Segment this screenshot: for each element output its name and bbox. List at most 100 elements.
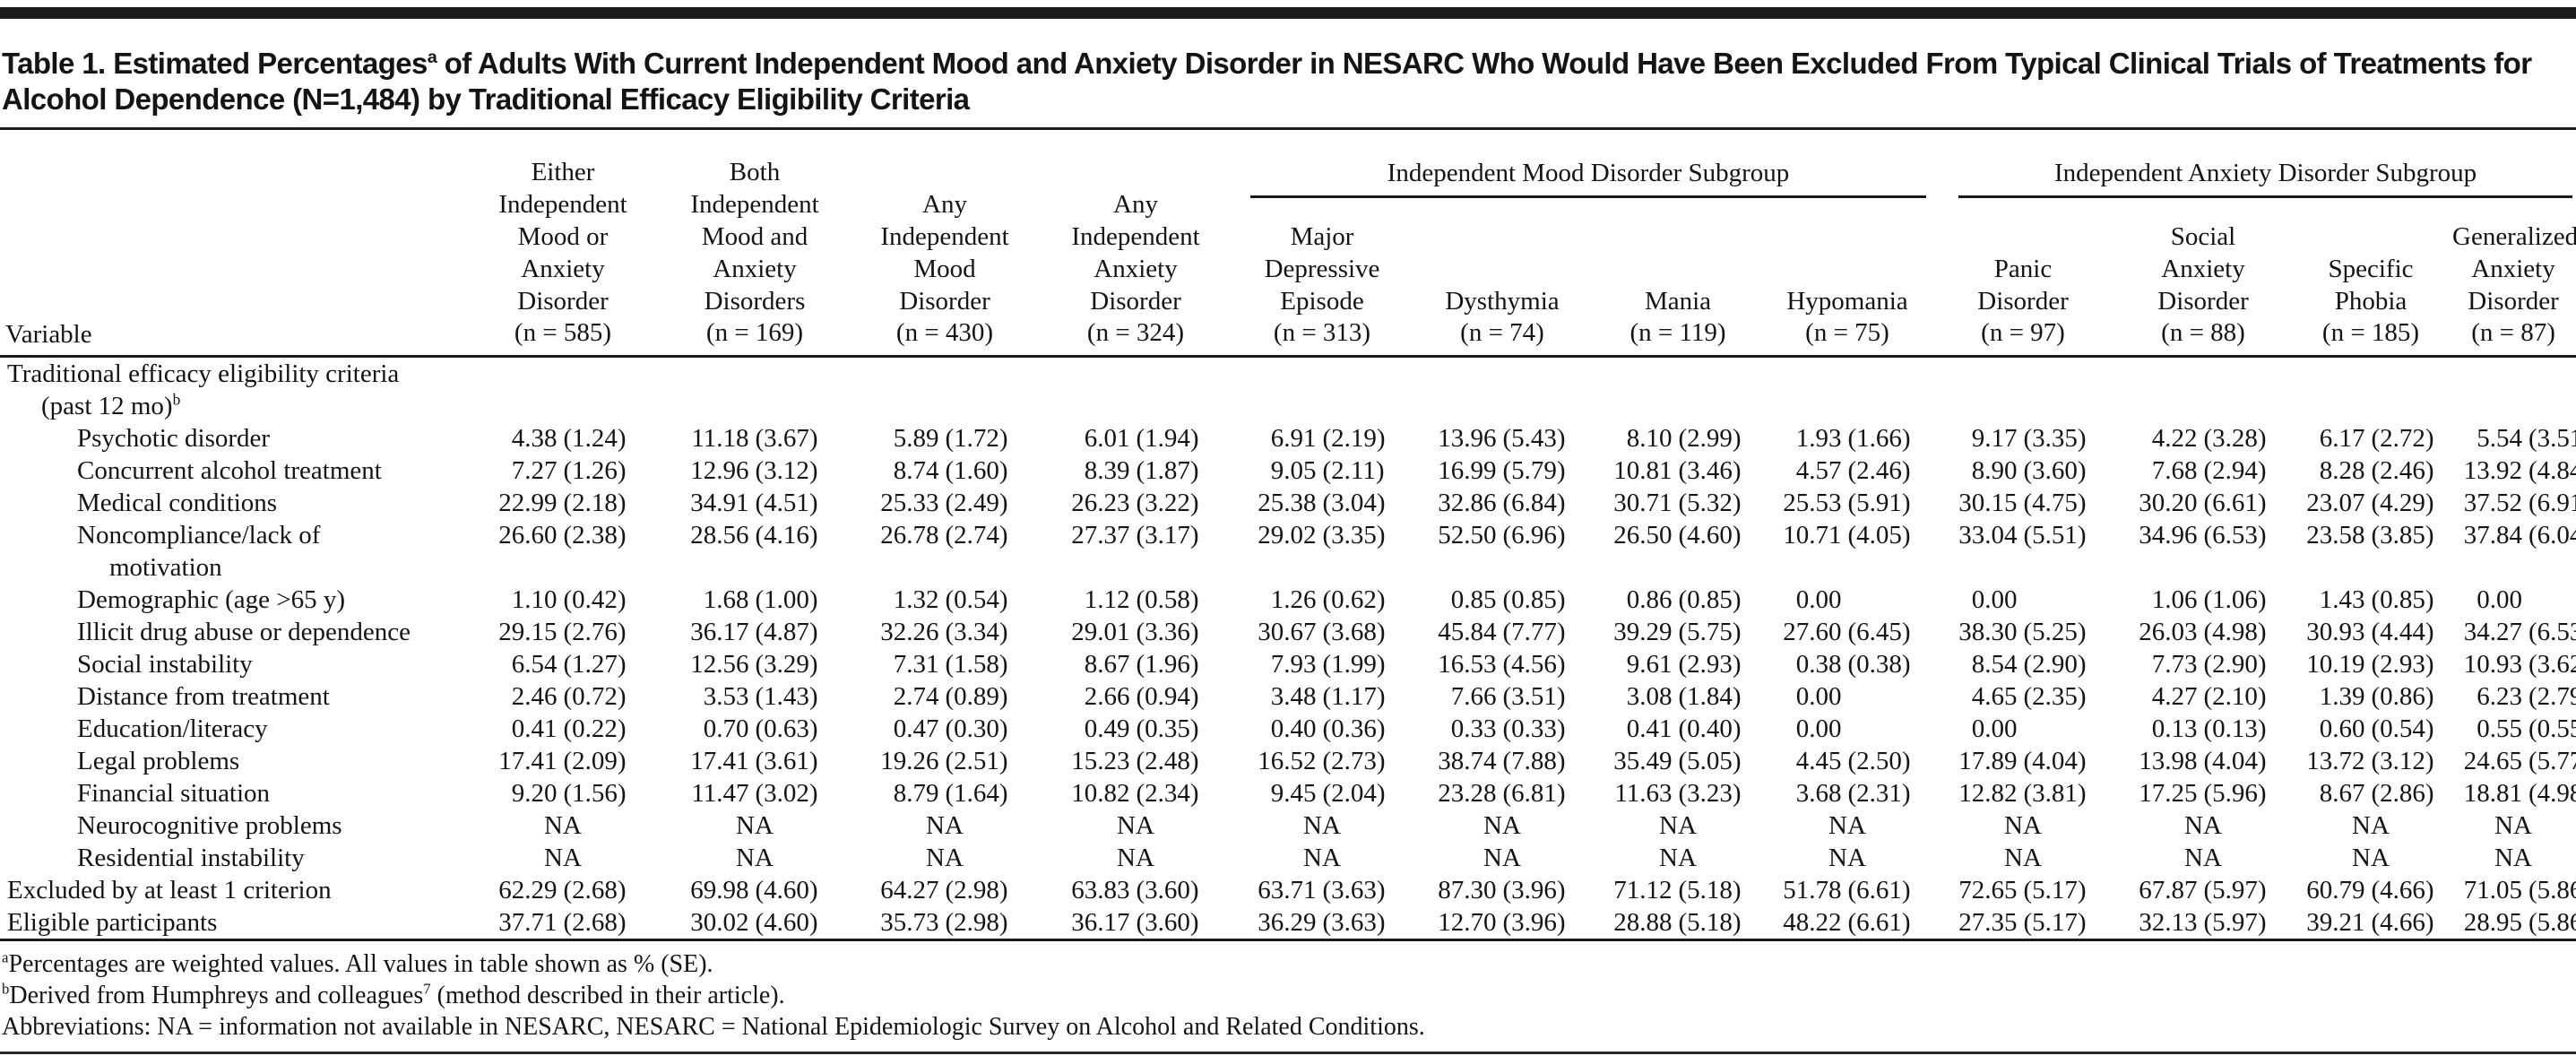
value-cell: 51.78 (6.61)	[1783, 876, 1911, 905]
value-cell: 26.60 (2.38)	[498, 521, 627, 550]
value-cell: 11.47 (3.02)	[691, 779, 818, 809]
value-cell: 29.01 (3.36)	[1071, 618, 1199, 647]
footnote: aPercentages are weighted values. All va…	[2, 949, 713, 979]
value-cell: NA	[1828, 844, 1866, 873]
value-cell: 9.45 (2.04)	[1270, 779, 1386, 809]
row-label: Education/literacy	[77, 714, 268, 744]
value-cell: 7.73 (2.90)	[2151, 650, 2267, 679]
value-cell: NA	[926, 844, 964, 873]
value-cell: 10.93(3.62)	[2463, 650, 2576, 679]
column-header-variable: Variable	[5, 320, 92, 350]
table-row: Education/literacy 0.41 (0.22) 0.70 (0.63) 0.…	[0, 713, 2576, 745]
table-row: Eligible participants 37.71 (2.68) 30.02 (4.…	[0, 906, 2576, 940]
value-cell: 0.00	[1795, 714, 1842, 744]
data-table: Variable Either Independent Mood or Anxi…	[0, 150, 2576, 942]
value-cell: 52.50 (6.96)	[1438, 521, 1566, 550]
value-cell: 38.74 (7.88)	[1438, 747, 1566, 776]
value-cell: 28.95(5.86)	[2463, 908, 2576, 938]
value-cell: 8.39 (1.87)	[1084, 456, 1199, 486]
value-cell: 30.93 (4.44)	[2306, 618, 2434, 647]
value-cell: NA	[1483, 844, 1521, 873]
row-label: Financial situation	[77, 779, 271, 809]
value-cell: 0.00	[1795, 682, 1842, 712]
value-cell: 33.04 (5.51)	[1958, 521, 2087, 550]
value-cell: 32.26 (3.34)	[880, 618, 1008, 647]
value-cell: 1.10 (0.42)	[511, 585, 627, 615]
value-cell: 0.00	[1971, 585, 2018, 615]
row-label: Traditional efficacy eligibility criteri…	[7, 359, 400, 421]
row-label: Illicit drug abuse or dependence	[77, 618, 411, 647]
column-header-both-mood-and-anxiety: Both Independent Mood and Anxiety Disord…	[690, 157, 819, 348]
column-group-anxiety-label: Independent Anxiety Disorder Subgroup	[1958, 159, 2573, 198]
value-cell: 0.41 (0.40)	[1626, 714, 1742, 744]
value-cell: 7.66 (3.51)	[1450, 682, 1566, 712]
value-cell: 34.96 (6.53)	[2139, 521, 2267, 550]
value-cell: NA	[2004, 811, 2042, 841]
value-cell: 13.72 (3.12)	[2306, 747, 2434, 776]
table-row: Concurrent alcohol treatment 7.27 (1.26) 12…	[0, 454, 2576, 487]
value-cell: 62.29 (2.68)	[498, 876, 627, 905]
value-cell: 6.54 (1.27)	[511, 650, 627, 679]
value-cell: NA	[1303, 811, 1341, 841]
value-cell: NA	[2004, 844, 2042, 873]
value-cell: 8.67 (1.96)	[1084, 650, 1199, 679]
value-cell: 87.30 (3.96)	[1438, 876, 1566, 905]
value-cell: 12.96 (3.12)	[690, 456, 818, 486]
column-header-major-depressive-episode: Major Depressive Episode (n = 313)	[1264, 221, 1380, 348]
value-cell: 37.52(6.91)	[2463, 489, 2576, 518]
value-cell: 8.10 (2.99)	[1626, 424, 1742, 454]
value-cell: 12.70 (3.96)	[1438, 908, 1566, 938]
table-row: Demographic (age >65 y) 1.10 (0.42) 1.68 (1.…	[0, 584, 2576, 616]
column-header-any-mood: Any Independent Mood Disorder (n = 430)	[880, 189, 1009, 348]
value-cell: 25.33 (2.49)	[880, 489, 1008, 518]
value-cell: 8.67 (2.86)	[2319, 779, 2434, 809]
row-label: Demographic (age >65 y)	[77, 585, 345, 615]
row-label: Social instability	[77, 650, 253, 679]
row-label: Residential instability	[77, 844, 305, 873]
value-cell: 6.01 (1.94)	[1084, 424, 1199, 454]
value-cell: 25.38 (3.04)	[1258, 489, 1386, 518]
value-cell: 2.46 (0.72)	[511, 682, 627, 712]
value-cell: 17.41 (3.61)	[690, 747, 818, 776]
column-group-mood-label: Independent Mood Disorder Subgroup	[1250, 159, 1926, 198]
value-cell: 8.90 (3.60)	[1971, 456, 2087, 486]
row-label: Concurrent alcohol treatment	[77, 456, 382, 486]
table-row: Psychotic disorder 4.38 (1.24) 11.18 (3.67) 5…	[0, 422, 2576, 454]
value-cell: 28.56 (4.16)	[690, 521, 818, 550]
value-cell: 8.74 (1.60)	[893, 456, 1008, 486]
value-cell: 36.17 (4.87)	[690, 618, 818, 647]
value-cell: NA	[2494, 811, 2532, 841]
value-cell: 0.41 (0.22)	[511, 714, 627, 744]
value-cell: 17.41 (2.09)	[498, 747, 627, 776]
value-cell: 2.74 (0.89)	[893, 682, 1008, 712]
table-row: Residential instability NA NA NA NA NA NA NA NA N…	[0, 842, 2576, 874]
column-header-specific-phobia: Specific Phobia (n = 185)	[2321, 254, 2420, 348]
table-row: Legal problems 17.41 (2.09) 17.41 (3.61) 19.2…	[0, 745, 2576, 777]
value-cell: 6.23(2.79)	[2477, 682, 2576, 712]
value-cell: 27.37 (3.17)	[1071, 521, 1199, 550]
value-cell: 38.30 (5.25)	[1958, 618, 2087, 647]
value-cell: NA	[544, 844, 582, 873]
table-row: Distance from treatment 2.46 (0.72) 3.53 (1.…	[0, 680, 2576, 713]
value-cell: 17.89 (4.04)	[1958, 747, 2087, 776]
value-cell: NA	[2184, 844, 2222, 873]
value-cell: 1.06 (1.06)	[2151, 585, 2267, 615]
value-cell: 6.17 (2.72)	[2319, 424, 2434, 454]
table-row: Medical conditions 22.99 (2.18) 34.91 (4.51)…	[0, 487, 2576, 519]
value-cell: NA	[544, 811, 582, 841]
value-cell: 36.29 (3.63)	[1258, 908, 1386, 938]
value-cell: 1.32 (0.54)	[893, 585, 1008, 615]
value-cell: 39.21 (4.66)	[2306, 908, 2434, 938]
value-cell: 0.86 (0.85)	[1626, 585, 1742, 615]
value-cell: 71.05(5.86)	[2463, 876, 2576, 905]
value-cell: 3.53 (1.43)	[703, 682, 818, 712]
value-cell: 4.22 (3.28)	[2151, 424, 2267, 454]
value-cell: 8.54 (2.90)	[1971, 650, 2087, 679]
value-cell: 35.73 (2.98)	[880, 908, 1008, 938]
value-cell: 29.15 (2.76)	[498, 618, 627, 647]
value-cell: 12.56 (3.29)	[690, 650, 818, 679]
value-cell: NA	[1117, 844, 1154, 873]
row-label: Excluded by at least 1 criterion	[7, 876, 332, 905]
value-cell: 72.65 (5.17)	[1958, 876, 2087, 905]
value-cell: 13.96 (5.43)	[1438, 424, 1566, 454]
